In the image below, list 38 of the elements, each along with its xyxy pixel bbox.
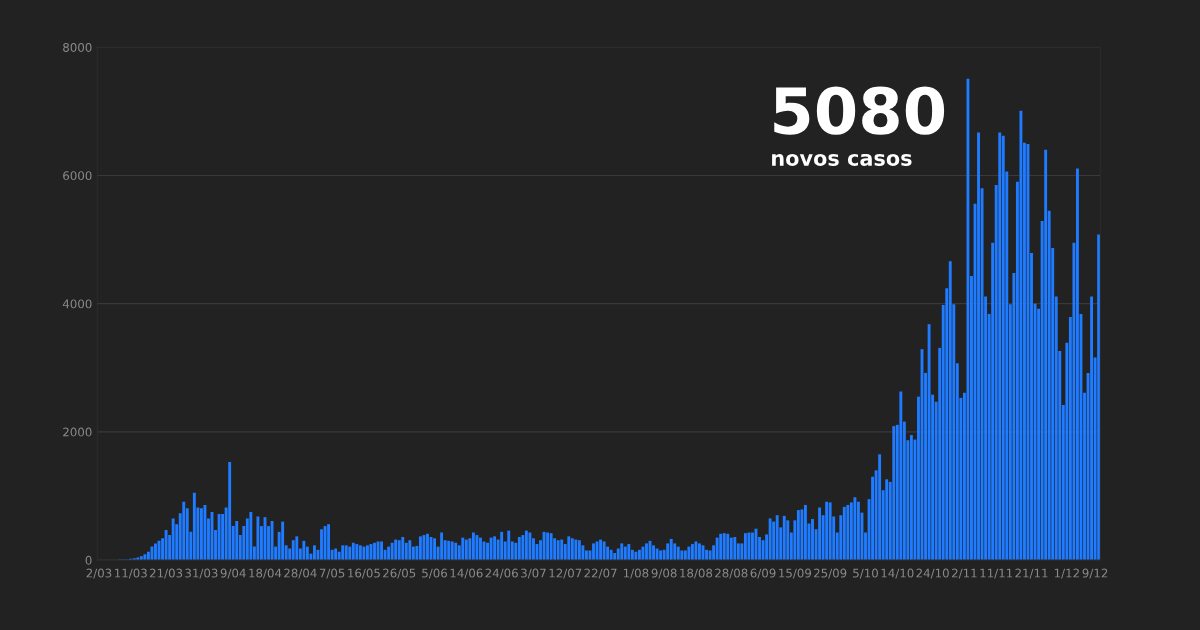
x-tick-label: 18/08 xyxy=(680,568,713,579)
x-tick-label: 9/04 xyxy=(220,568,246,579)
x-tick-label: 14/06 xyxy=(450,568,483,579)
annotation: novos casos xyxy=(772,153,912,166)
x-tick-label: 24/10 xyxy=(916,568,949,579)
x-tick-label: 1/08 xyxy=(623,568,649,579)
x-tick-label: 7/05 xyxy=(319,568,345,579)
x-tick-label: 26/05 xyxy=(383,568,416,579)
y-tick-label: 2000 xyxy=(63,427,92,437)
x-tick-label: 5/06 xyxy=(422,568,448,579)
x-tick-label: 22/07 xyxy=(584,568,617,579)
x-tick-label: 5/10 xyxy=(853,568,878,579)
x-tick-label: 9/08 xyxy=(651,568,677,579)
x-tick-label: 15/09 xyxy=(779,568,812,579)
y-tick-label: 6000 xyxy=(63,171,92,181)
x-tick-label: 3/07 xyxy=(521,568,546,579)
x-tick-label: 21/11 xyxy=(1015,568,1048,579)
x-tick-label: 31/03 xyxy=(185,568,218,579)
x-tick-label: 25/09 xyxy=(814,568,847,579)
y-tick-label: 8000 xyxy=(63,42,92,52)
y-tick-label: 0 xyxy=(85,555,92,565)
annotation: 5080 xyxy=(774,86,945,135)
x-tick-label: 21/03 xyxy=(149,568,183,579)
x-tick-label: 2/11 xyxy=(952,568,977,579)
x-tick-label: 9/12 xyxy=(1082,568,1108,579)
x-tick-label: 6/09 xyxy=(750,568,776,579)
x-tick-label: 11/03 xyxy=(115,568,147,579)
x-tick-label: 18/04 xyxy=(249,568,282,579)
x-tick-label: 11/11 xyxy=(980,568,1013,579)
x-tick-label: 14/10 xyxy=(881,568,914,579)
x-tick-label: 16/05 xyxy=(348,568,380,579)
y-tick-label: 4000 xyxy=(62,299,92,309)
x-tick-label: 12/07 xyxy=(549,568,582,579)
x-tick-label: 2/03 xyxy=(86,568,112,579)
x-tick-label: 28/04 xyxy=(284,568,317,579)
x-tick-label: 1/12 xyxy=(1054,568,1079,579)
x-tick-label: 24/06 xyxy=(485,568,518,579)
x-tick-label: 28/08 xyxy=(715,568,748,579)
